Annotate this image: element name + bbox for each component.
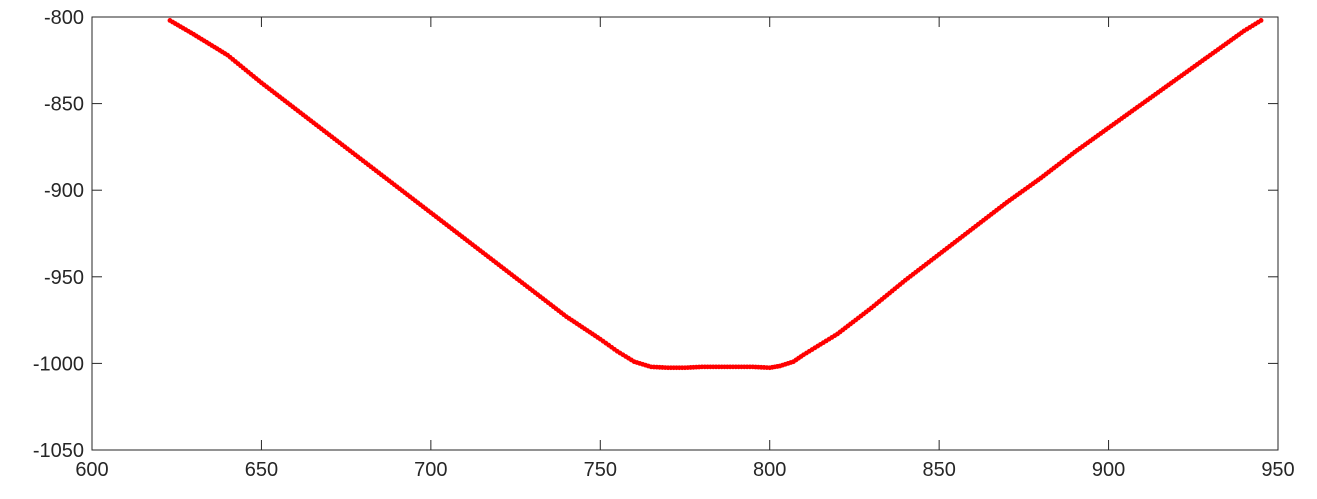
axis-ticks: 600 650 700 750 800 850 900 950 -800 -850 -900 -950…: [33, 7, 1295, 481]
y-tick-label: -1000: [33, 353, 84, 375]
x-tick-label: 950: [1261, 459, 1294, 481]
axes-box: [91, 16, 1279, 451]
y-tick-label: -850: [44, 94, 84, 116]
y-tick-label: -900: [44, 180, 84, 202]
y-tick-label: -950: [44, 267, 84, 289]
x-tick-label: 750: [584, 459, 617, 481]
x-tick-label: 800: [753, 459, 786, 481]
y-tick-label: -800: [44, 7, 84, 29]
y-tick-label: -1050: [33, 440, 84, 462]
x-tick-label: 850: [922, 459, 955, 481]
series-0: [167, 18, 1264, 371]
x-tick-label: 600: [75, 459, 108, 481]
data-series: [167, 18, 1264, 371]
data-point: [1258, 18, 1264, 23]
x-tick-label: 650: [245, 459, 278, 481]
x-tick-label: 900: [1092, 459, 1125, 481]
x-tick-label: 700: [414, 459, 447, 481]
